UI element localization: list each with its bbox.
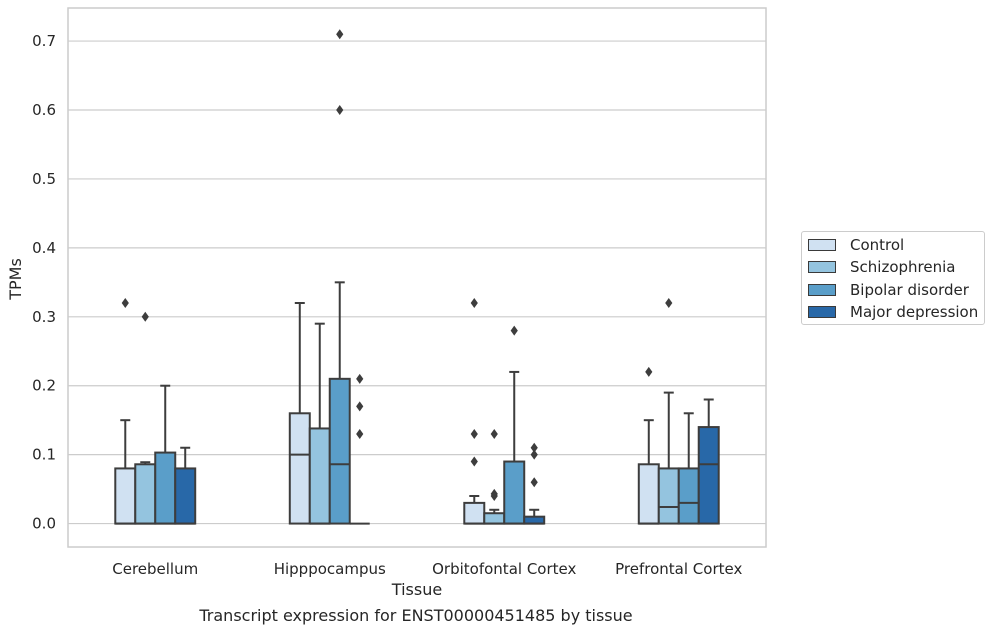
box bbox=[523, 515, 546, 525]
box-group bbox=[637, 366, 660, 525]
outlier-point bbox=[356, 373, 364, 384]
outlier-point bbox=[336, 105, 344, 116]
box-group bbox=[523, 442, 546, 525]
box-group bbox=[697, 398, 720, 525]
outlier-point bbox=[510, 325, 518, 336]
outlier-point bbox=[530, 477, 538, 488]
y-tick-label: 0.2 bbox=[32, 377, 56, 395]
legend-item-major-depression: Major depression bbox=[808, 302, 978, 322]
y-tick-label: 0.6 bbox=[32, 101, 56, 119]
y-tick-label: 0.5 bbox=[32, 170, 56, 188]
outlier-point bbox=[470, 456, 478, 467]
box-group bbox=[503, 325, 526, 525]
box bbox=[637, 463, 660, 525]
box bbox=[328, 377, 351, 525]
outlier-point bbox=[356, 401, 364, 412]
legend-item-control: Control bbox=[808, 235, 904, 255]
x-tick-label: Prefrontal Cortex bbox=[615, 560, 742, 578]
box-group bbox=[349, 373, 370, 525]
legend-swatch-control bbox=[808, 239, 836, 251]
legend-swatch-schizophrenia bbox=[808, 261, 836, 273]
box-group bbox=[288, 302, 311, 525]
box-groups bbox=[114, 29, 720, 525]
outlier-point bbox=[530, 442, 538, 453]
outlier-point bbox=[336, 29, 344, 40]
box-group bbox=[134, 311, 157, 525]
y-tick-label: 0.1 bbox=[32, 446, 56, 464]
x-tick-labels: Cerebellum Hipppocampus Orbitofontal Corte… bbox=[112, 560, 742, 578]
y-tick-labels: 0.0 0.1 0.2 0.3 0.4 0.5 0.6 0.7 bbox=[32, 32, 56, 532]
box bbox=[463, 501, 486, 525]
legend-label-control: Control bbox=[850, 236, 905, 254]
box-group bbox=[114, 298, 137, 525]
box-group bbox=[154, 384, 177, 525]
box-group bbox=[328, 29, 351, 525]
plot-frame bbox=[67, 7, 767, 548]
outlier-point bbox=[356, 428, 364, 439]
box bbox=[657, 467, 680, 525]
legend-label-bipolar: Bipolar disorder bbox=[850, 281, 969, 299]
outlier-point bbox=[490, 490, 498, 501]
box bbox=[174, 467, 197, 525]
outlier-point bbox=[645, 366, 653, 377]
legend-label-schizophrenia: Schizophrenia bbox=[850, 258, 956, 276]
box bbox=[677, 467, 700, 525]
x-tick-label: Hipppocampus bbox=[274, 560, 386, 578]
legend-item-bipolar: Bipolar disorder bbox=[808, 280, 969, 300]
legend-swatch-major-depression bbox=[808, 306, 836, 318]
legend-item-schizophrenia: Schizophrenia bbox=[808, 257, 955, 277]
box bbox=[503, 460, 526, 525]
box bbox=[114, 467, 137, 525]
outlier-point bbox=[530, 449, 538, 460]
outlier-point bbox=[121, 298, 129, 309]
box bbox=[154, 451, 177, 525]
box bbox=[308, 427, 331, 525]
outlier-point bbox=[490, 428, 498, 439]
y-tick-label: 0.7 bbox=[32, 32, 56, 50]
box bbox=[697, 426, 720, 525]
outlier-point bbox=[141, 311, 149, 322]
y-tick-label: 0.4 bbox=[32, 239, 56, 257]
y-tick-label: 0.0 bbox=[32, 515, 56, 533]
outlier-point bbox=[470, 428, 478, 439]
outlier-point bbox=[470, 298, 478, 309]
box bbox=[483, 512, 506, 525]
y-tick-label: 0.3 bbox=[32, 308, 56, 326]
box-group bbox=[174, 446, 197, 525]
box bbox=[134, 463, 157, 525]
x-tick-label: Orbitofontal Cortex bbox=[432, 560, 576, 578]
figure-caption: Transcript expression for ENST0000045148… bbox=[199, 606, 633, 625]
x-tick-label: Cerebellum bbox=[112, 560, 198, 578]
legend-swatch-bipolar bbox=[808, 284, 836, 296]
legend-label-major-depression: Major depression bbox=[850, 303, 979, 321]
box bbox=[288, 412, 311, 525]
y-axis-label: TPMs bbox=[6, 258, 25, 301]
outlier-point bbox=[665, 298, 673, 309]
x-axis-label: Tissue bbox=[391, 580, 442, 599]
box-group bbox=[657, 298, 680, 525]
legend: Control Schizophrenia Bipolar disorder M… bbox=[801, 231, 985, 325]
